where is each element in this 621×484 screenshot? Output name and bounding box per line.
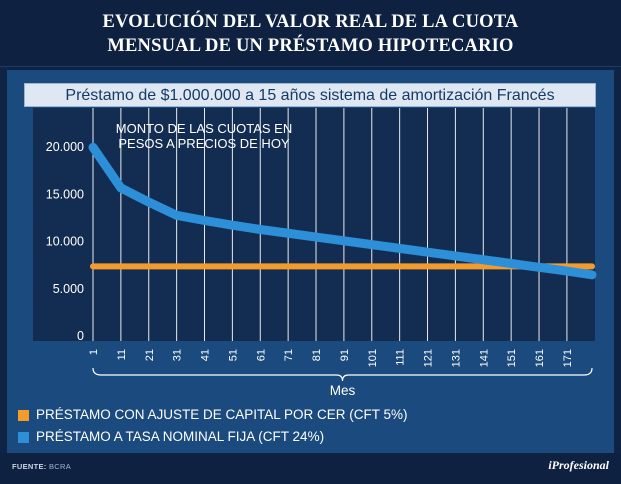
source-value: BCRA: [49, 462, 72, 471]
legend-label-cer: PRÉSTAMO CON AJUSTE DE CAPITAL POR CER (…: [36, 407, 408, 422]
chart-subtitle: Préstamo de $1.000.000 a 15 años sistema…: [65, 87, 555, 104]
plot-area: [33, 108, 595, 341]
series-line-1: [88, 142, 597, 280]
x-axis-label: Mes: [330, 383, 356, 398]
x-tick-label-131: 131: [450, 349, 462, 367]
x-tick-label-81: 81: [311, 349, 323, 361]
x-tick-label-171: 171: [562, 349, 574, 367]
x-tick-label-11: 11: [116, 349, 128, 360]
x-tick-label-71: 71: [283, 349, 295, 361]
x-tick-label-161: 161: [534, 349, 546, 367]
x-axis-bracket: [92, 367, 593, 382]
title-banner: EVOLUCIÓN DEL VALOR REAL DE LA CUOTA MEN…: [0, 0, 621, 67]
footer-bar: [0, 453, 621, 484]
brand-logo: iProfesional: [548, 458, 609, 472]
x-tick-label-51: 51: [227, 349, 239, 361]
x-tick-label-101: 101: [367, 349, 379, 367]
y-tick-label-15000: 15.000: [46, 187, 84, 201]
x-tick-label-121: 121: [423, 349, 435, 367]
x-tick-label-141: 141: [478, 349, 490, 367]
y-tick-label-20000: 20.000: [46, 140, 84, 154]
title-line-1: EVOLUCIÓN DEL VALOR REAL DE LA CUOTA: [102, 12, 519, 32]
y-tick-label-0: 0: [77, 329, 84, 343]
x-tick-label-21: 21: [144, 349, 156, 361]
x-tick-label-31: 31: [172, 349, 184, 361]
chart-annotation-line-1: MONTO DE LAS CUOTAS EN: [116, 121, 293, 136]
source-note: FUENTE: BCRA: [12, 462, 71, 471]
y-tick-label-10000: 10.000: [46, 235, 84, 249]
x-tick-label-61: 61: [255, 349, 267, 361]
legend-label-fixed-rate: PRÉSTAMO A TASA NOMINAL FIJA (CFT 24%): [36, 429, 325, 444]
legend-swatch-orange: [18, 410, 29, 421]
y-tick-label-5000: 5.000: [53, 282, 84, 296]
source-label: FUENTE:: [12, 462, 47, 471]
title-line-2: MENSUAL DE UN PRÉSTAMO HIPOTECARIO: [107, 36, 514, 56]
x-tick-label-111: 111: [395, 349, 407, 366]
x-tick-label-151: 151: [506, 349, 518, 367]
legend-swatch-blue: [18, 432, 29, 443]
x-tick-label-1: 1: [88, 349, 100, 355]
x-tick-label-41: 41: [200, 349, 212, 361]
chart-annotation-line-2: PESOS A PRECIOS DE HOY: [118, 136, 290, 151]
subtitle-bar: Préstamo de $1.000.000 a 15 años sistema…: [24, 83, 596, 107]
x-tick-label-91: 91: [339, 349, 351, 361]
chart-title: EVOLUCIÓN DEL VALOR REAL DE LA CUOTA MEN…: [0, 10, 621, 58]
